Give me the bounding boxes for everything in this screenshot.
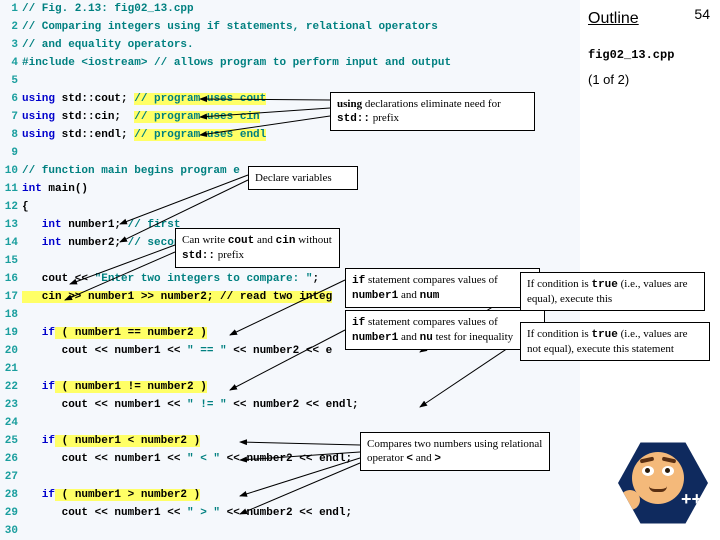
line-number: 30 <box>0 522 22 540</box>
line-number: 22 <box>0 378 22 396</box>
line-number: 9 <box>0 144 22 162</box>
code-line: 4#include <iostream> // allows program t… <box>0 54 580 72</box>
code-line: 9 <box>0 144 580 162</box>
slide-number: 54 <box>694 6 710 22</box>
callout-c3: Can write cout and cin without std:: pre… <box>175 228 340 268</box>
line-number: 25 <box>0 432 22 450</box>
line-number: 18 <box>0 306 22 324</box>
code-content: // Comparing integers using if statement… <box>22 18 580 36</box>
code-line: 12{ <box>0 198 580 216</box>
line-number: 27 <box>0 468 22 486</box>
code-content: if ( number1 > number2 ) <box>22 486 580 504</box>
line-number: 8 <box>0 126 22 144</box>
line-number: 21 <box>0 360 22 378</box>
code-line: 24 <box>0 414 580 432</box>
line-number: 14 <box>0 234 22 252</box>
line-number: 15 <box>0 252 22 270</box>
line-number: 19 <box>0 324 22 342</box>
line-number: 10 <box>0 162 22 180</box>
line-number: 23 <box>0 396 22 414</box>
code-content <box>22 360 580 378</box>
line-number: 12 <box>0 198 22 216</box>
code-content: cout << number1 << " != " << number2 << … <box>22 396 580 414</box>
code-line: 30 <box>0 522 580 540</box>
callout-c1: using declarations eliminate need for st… <box>330 92 535 131</box>
code-content <box>22 144 580 162</box>
code-line: 5 <box>0 72 580 90</box>
line-number: 17 <box>0 288 22 306</box>
code-content: // and equality operators. <box>22 36 580 54</box>
code-line: 3// and equality operators. <box>0 36 580 54</box>
code-line: 28 if ( number1 > number2 ) <box>0 486 580 504</box>
code-line: 1// Fig. 2.13: fig02_13.cpp <box>0 0 580 18</box>
callout-c2: Declare variables <box>248 166 358 190</box>
line-number: 26 <box>0 450 22 468</box>
line-number: 11 <box>0 180 22 198</box>
outline-title: Outline <box>588 10 712 28</box>
callout-c4: if statement compares values of number1 … <box>345 268 540 308</box>
line-number: 1 <box>0 0 22 18</box>
code-line: 22 if ( number1 != number2 ) <box>0 378 580 396</box>
code-content <box>22 522 580 540</box>
code-line: 23 cout << number1 << " != " << number2 … <box>0 396 580 414</box>
line-number: 13 <box>0 216 22 234</box>
line-number: 5 <box>0 72 22 90</box>
callout-c5: if statement compares values of number1 … <box>345 310 545 350</box>
line-number: 28 <box>0 486 22 504</box>
code-content: { <box>22 198 580 216</box>
callout-c8: Compares two numbers using relational op… <box>360 432 550 471</box>
line-number: 4 <box>0 54 22 72</box>
code-content: if ( number1 != number2 ) <box>22 378 580 396</box>
code-content <box>22 72 580 90</box>
line-number: 7 <box>0 108 22 126</box>
code-content: // Fig. 2.13: fig02_13.cpp <box>22 0 580 18</box>
code-content <box>22 414 580 432</box>
code-content: #include <iostream> // allows program to… <box>22 54 580 72</box>
line-number: 2 <box>0 18 22 36</box>
line-number: 16 <box>0 270 22 288</box>
line-number: 6 <box>0 90 22 108</box>
code-content: cout << number1 << " > " << number2 << e… <box>22 504 580 522</box>
line-number: 24 <box>0 414 22 432</box>
code-line: 2// Comparing integers using if statemen… <box>0 18 580 36</box>
outline-page: (1 of 2) <box>588 72 712 87</box>
callout-c6: If condition is true (i.e., values are e… <box>520 272 705 311</box>
code-line: 29 cout << number1 << " > " << number2 <… <box>0 504 580 522</box>
callout-c7: If condition is true (i.e., values are n… <box>520 322 710 361</box>
outline-panel: 54 Outline fig02_13.cpp (1 of 2) <box>580 0 720 97</box>
code-line: 21 <box>0 360 580 378</box>
outline-file: fig02_13.cpp <box>588 48 712 62</box>
line-number: 29 <box>0 504 22 522</box>
cpp-logo: ++ <box>618 438 708 528</box>
line-number: 20 <box>0 342 22 360</box>
line-number: 3 <box>0 36 22 54</box>
